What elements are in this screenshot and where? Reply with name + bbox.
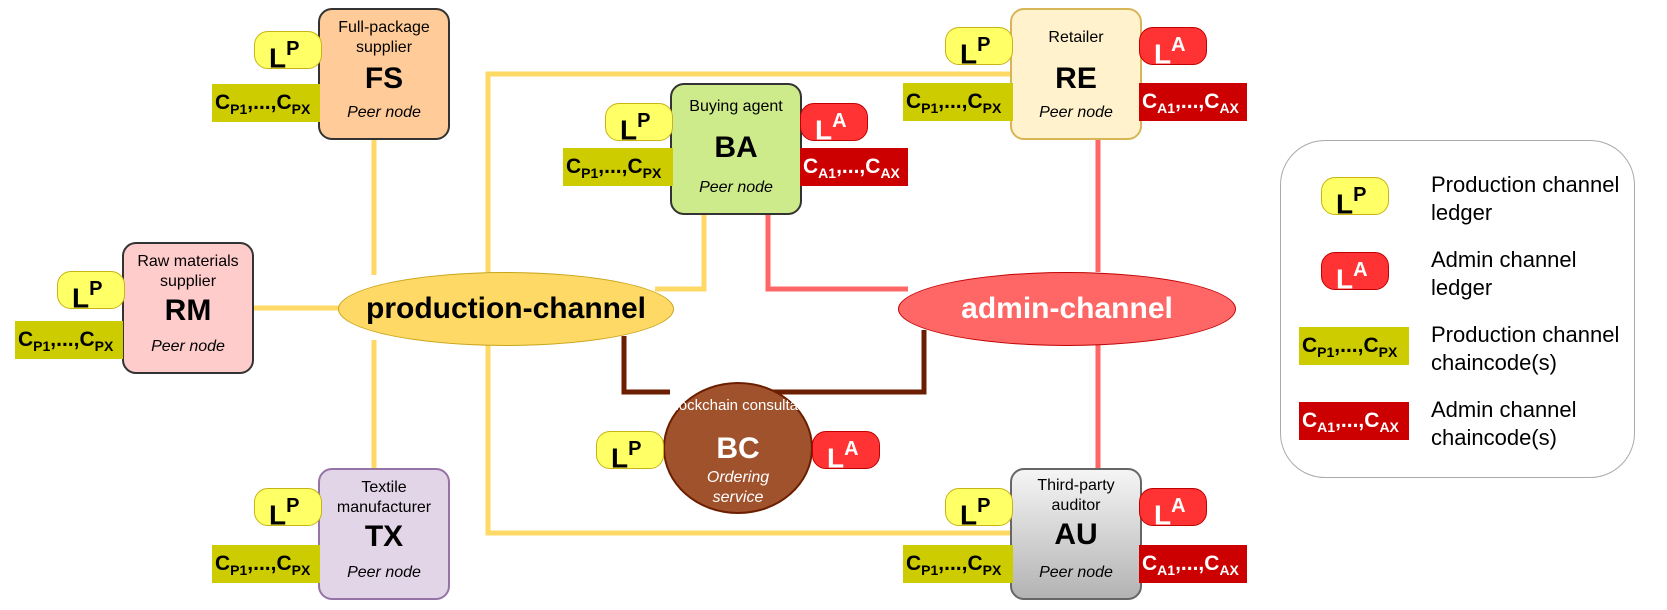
node-ba: Buying agent BA Peer node bbox=[670, 83, 802, 215]
fs-production-ledger: LP bbox=[254, 31, 322, 73]
legend-admin-chaincode-icon: CA1,...,CAX bbox=[1299, 402, 1409, 440]
legend-admin-chaincode-label: Admin channel chaincode(s) bbox=[1431, 397, 1577, 450]
node-fs: Full-package supplier FS Peer node bbox=[318, 8, 450, 140]
legend-admin-ledger-label: Admin channel ledger bbox=[1431, 247, 1577, 300]
tx-production-ledger: LP bbox=[254, 488, 322, 530]
node-fs-kind: Peer node bbox=[347, 104, 421, 121]
node-rm: Raw materials supplier RM Peer node bbox=[122, 242, 254, 374]
bc-production-ledger: LP bbox=[596, 431, 664, 473]
node-rm-kind: Peer node bbox=[151, 338, 225, 355]
node-tx-kind: Peer node bbox=[347, 564, 421, 581]
legend-production-ledger-label: Production channel ledger bbox=[1431, 172, 1620, 225]
au-admin-ledger: LA bbox=[1139, 488, 1207, 530]
link-production-au bbox=[485, 344, 1010, 536]
node-re-abbr: RE bbox=[1055, 62, 1097, 95]
bc-admin-ledger: LA bbox=[812, 431, 880, 473]
node-rm-abbr: RM bbox=[164, 294, 212, 327]
production-channel-label: production-channel bbox=[366, 292, 646, 325]
rm-production-ledger: LP bbox=[57, 271, 125, 313]
node-bc: Blockchain consultant BC Ordering servic… bbox=[663, 382, 813, 514]
re-admin-chaincode: CA1,...,CAX bbox=[1139, 83, 1247, 121]
admin-channel-label: admin-channel bbox=[961, 292, 1173, 325]
au-production-chaincode: CP1,...,CPX bbox=[903, 545, 1013, 583]
link-ba-admin bbox=[765, 215, 908, 292]
node-fs-role: Full-package supplier bbox=[338, 19, 430, 56]
node-au-kind: Peer node bbox=[1039, 564, 1113, 581]
legend-admin-ledger-icon: LA bbox=[1321, 252, 1389, 294]
fs-production-chaincode: CP1,...,CPX bbox=[212, 84, 320, 122]
re-production-chaincode: CP1,...,CPX bbox=[903, 83, 1013, 121]
au-production-ledger: LP bbox=[945, 488, 1013, 530]
ordering-links bbox=[621, 330, 927, 395]
node-re-kind: Peer node bbox=[1039, 104, 1113, 121]
node-bc-role: Blockchain consultant bbox=[665, 397, 811, 414]
ba-admin-ledger: LA bbox=[800, 103, 868, 145]
node-bc-abbr: BC bbox=[716, 432, 760, 465]
legend-production-chaincode-icon: CP1,...,CPX bbox=[1299, 327, 1409, 365]
legend: LP Production channel ledger LA Admin ch… bbox=[1280, 140, 1635, 478]
production-channel-links bbox=[252, 71, 1010, 536]
node-tx: Textile manufacturer TX Peer node bbox=[318, 468, 450, 600]
node-au: Third-party auditor AU Peer node bbox=[1010, 468, 1142, 600]
re-admin-ledger: LA bbox=[1139, 27, 1207, 69]
link-production-re bbox=[485, 71, 1010, 272]
node-au-abbr: AU bbox=[1054, 518, 1098, 551]
node-re-role: Retailer bbox=[1048, 29, 1104, 46]
admin-channel: admin-channel bbox=[898, 272, 1236, 346]
node-tx-abbr: TX bbox=[364, 520, 404, 553]
node-bc-kind: Ordering service bbox=[706, 469, 770, 506]
node-ba-kind: Peer node bbox=[699, 179, 773, 196]
node-ba-role: Buying agent bbox=[689, 98, 783, 115]
node-au-role: Third-party auditor bbox=[1037, 477, 1115, 514]
ba-production-ledger: LP bbox=[605, 103, 673, 145]
node-rm-role: Raw materials supplier bbox=[137, 253, 239, 290]
production-channel: production-channel bbox=[338, 272, 674, 346]
re-production-ledger: LP bbox=[945, 27, 1013, 69]
tx-production-chaincode: CP1,...,CPX bbox=[212, 545, 320, 583]
ba-admin-chaincode: CA1,...,CAX bbox=[800, 148, 908, 186]
node-re: Retailer RE Peer node bbox=[1010, 8, 1142, 140]
node-fs-abbr: FS bbox=[364, 62, 404, 95]
legend-production-ledger-icon: LP bbox=[1321, 177, 1389, 219]
node-tx-role: Textile manufacturer bbox=[336, 479, 432, 516]
ba-production-chaincode: CP1,...,CPX bbox=[563, 148, 673, 186]
node-ba-abbr: BA bbox=[714, 131, 758, 164]
link-production-ba bbox=[655, 215, 707, 292]
au-admin-chaincode: CA1,...,CAX bbox=[1139, 545, 1247, 583]
link-production-bc bbox=[621, 336, 670, 395]
admin-channel-links bbox=[765, 140, 1101, 468]
rm-production-chaincode: CP1,...,CPX bbox=[15, 321, 123, 359]
link-admin-bc bbox=[772, 330, 927, 395]
legend-production-chaincode-label: Production channel chaincode(s) bbox=[1431, 322, 1620, 375]
